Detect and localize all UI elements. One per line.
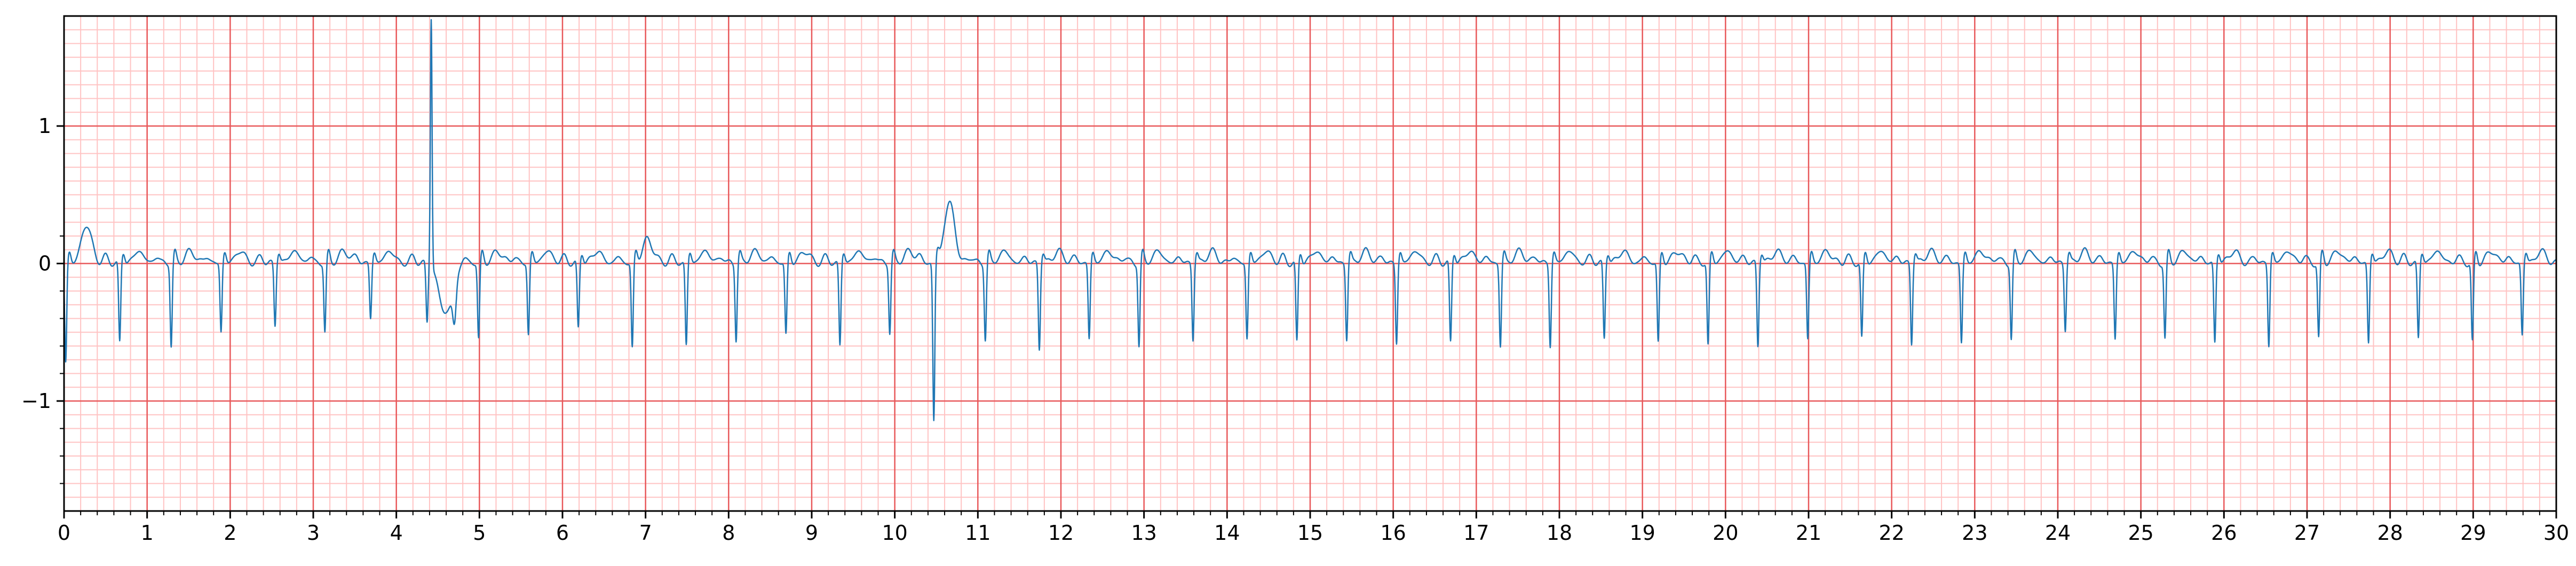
- x-tick-label: 8: [722, 521, 735, 545]
- x-tick-label: 2: [224, 521, 236, 545]
- x-tick-label: 1: [141, 521, 154, 545]
- x-tick-label: 25: [2128, 521, 2153, 545]
- y-tick-label: 0: [38, 252, 51, 276]
- x-tick-label: 24: [2045, 521, 2071, 545]
- x-tick-label: 6: [556, 521, 569, 545]
- x-tick-label: 30: [2543, 521, 2569, 545]
- x-tick-label: 26: [2211, 521, 2237, 545]
- y-axis: −1 0 1: [21, 114, 64, 484]
- major-grid: [63, 16, 2557, 511]
- x-tick-label: 22: [1879, 521, 1904, 545]
- x-tick-label: 19: [1629, 521, 1655, 545]
- x-tick-label: 15: [1297, 521, 1323, 545]
- x-tick-label: 20: [1713, 521, 1738, 545]
- ecg-signal-line: [63, 19, 2557, 421]
- x-tick-label: 3: [307, 521, 320, 545]
- x-axis: 0 1 2 3 4 5 6 7 8 9 10 11 12 13 14 15 16 17 18 19 20 21 22 23 24…: [58, 511, 2569, 545]
- x-tick-label: 18: [1547, 521, 1572, 545]
- x-tick-label: 12: [1048, 521, 1074, 545]
- x-tick-label: 21: [1796, 521, 1821, 545]
- x-tick-label: 28: [2377, 521, 2403, 545]
- x-tick-label: 5: [473, 521, 486, 545]
- x-tick-label: 10: [882, 521, 907, 545]
- x-tick-label: 4: [390, 521, 403, 545]
- x-tick-label: 17: [1463, 521, 1489, 545]
- x-tick-label: 7: [639, 521, 652, 545]
- x-tick-label: 0: [58, 521, 70, 545]
- y-tick-label: −1: [21, 389, 51, 413]
- x-tick-label: 14: [1214, 521, 1240, 545]
- x-tick-label: 16: [1380, 521, 1406, 545]
- x-tick-label: 13: [1131, 521, 1156, 545]
- x-tick-label: 29: [2460, 521, 2486, 545]
- plot-data: [63, 19, 2557, 421]
- x-tick-label: 9: [805, 521, 818, 545]
- y-tick-label: 1: [38, 114, 51, 138]
- x-tick-label: 11: [965, 521, 990, 545]
- x-tick-label: 23: [1962, 521, 1987, 545]
- x-tick-label: 27: [2294, 521, 2320, 545]
